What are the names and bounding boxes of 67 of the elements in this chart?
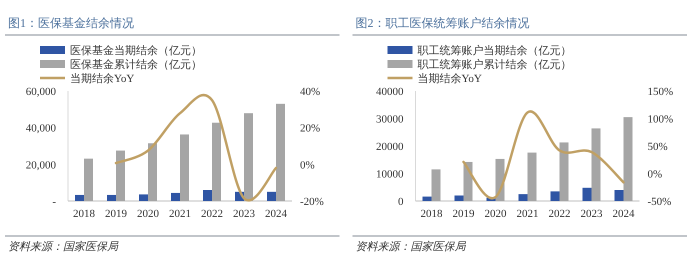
legend-label: 当期结余YoY: [70, 72, 134, 85]
bar: [624, 117, 632, 201]
x-tick-label: 2019: [452, 208, 475, 220]
line-series: [462, 110, 625, 200]
x-tick-label: 2021: [516, 208, 538, 220]
y2-tick-label: 20%: [300, 122, 320, 135]
text: 资料来源：国家医保局: [356, 240, 466, 253]
x-tick-label: 2020: [137, 208, 160, 220]
bar: [432, 169, 440, 201]
x-tick-label: 2023: [233, 208, 256, 220]
y2-tick-label: 0%: [648, 168, 662, 180]
bar: [75, 194, 84, 201]
x-tick-label: 2020: [484, 208, 507, 220]
y-tick-label: 40,000: [26, 122, 56, 135]
x-tick-label: 2022: [201, 208, 223, 220]
bar: [212, 122, 221, 201]
y2-tick-label: 150%: [648, 86, 674, 98]
x-tick-label: 2018: [420, 208, 443, 220]
bar: [518, 194, 528, 201]
chart-title: 图2：职工医保统筹账户结余情况: [356, 16, 530, 30]
legend-label: 医保基金当期结余（亿元）: [70, 44, 202, 57]
legend-label: 医保基金累计结余（亿元）: [70, 58, 202, 71]
x-tick-label: 2024: [265, 208, 288, 220]
bar: [84, 158, 93, 201]
x-tick-label: 2021: [169, 208, 191, 220]
y-tick-label: -: [52, 196, 56, 208]
x-tick-label: 2018: [73, 208, 96, 220]
text: 资料来源：国家医保局: [8, 240, 119, 253]
y2-tick-label: 100%: [648, 114, 674, 126]
bar: [139, 194, 148, 201]
bar: [107, 194, 116, 201]
bar: [528, 152, 536, 201]
legend-label: 职工统筹账户当期结余（亿元）: [418, 44, 572, 57]
y2-tick-label: 0%: [300, 159, 315, 172]
bar: [244, 113, 253, 201]
bar: [614, 190, 624, 201]
y-tick-label: 40000: [376, 86, 404, 98]
bar: [550, 191, 560, 201]
y2-tick-label: 50%: [648, 141, 668, 153]
bar: [276, 104, 285, 201]
y2-tick-label: 40%: [300, 86, 320, 98]
bar: [582, 188, 592, 201]
bar: [422, 196, 432, 201]
x-tick-label: 2022: [548, 208, 570, 220]
bar: [560, 142, 568, 201]
bar: [267, 192, 276, 201]
legend-label: 当期结余YoY: [418, 72, 482, 85]
y2-tick-label: -20%: [300, 196, 324, 208]
x-tick-label: 2023: [580, 208, 603, 220]
y2-tick-label: -50%: [648, 196, 672, 208]
bar: [454, 196, 464, 201]
bar: [116, 150, 125, 201]
legend-label: 职工统筹账户累计结余（亿元）: [418, 58, 572, 71]
bar: [180, 134, 189, 201]
bar: [171, 192, 180, 201]
bar: [592, 128, 600, 201]
y-tick-label: 60,000: [26, 86, 56, 98]
y-tick-label: 30000: [376, 114, 404, 126]
y-tick-label: 0: [398, 196, 404, 208]
x-tick-label: 2019: [105, 208, 128, 220]
y-tick-label: 20000: [376, 141, 404, 153]
bar: [203, 190, 212, 201]
x-tick-label: 2024: [612, 208, 635, 220]
y-tick-label: 10000: [376, 168, 404, 180]
y-tick-label: 20,000: [26, 159, 56, 172]
bar: [148, 143, 157, 201]
chart-title: 图1：医保基金结余情况: [8, 16, 134, 30]
